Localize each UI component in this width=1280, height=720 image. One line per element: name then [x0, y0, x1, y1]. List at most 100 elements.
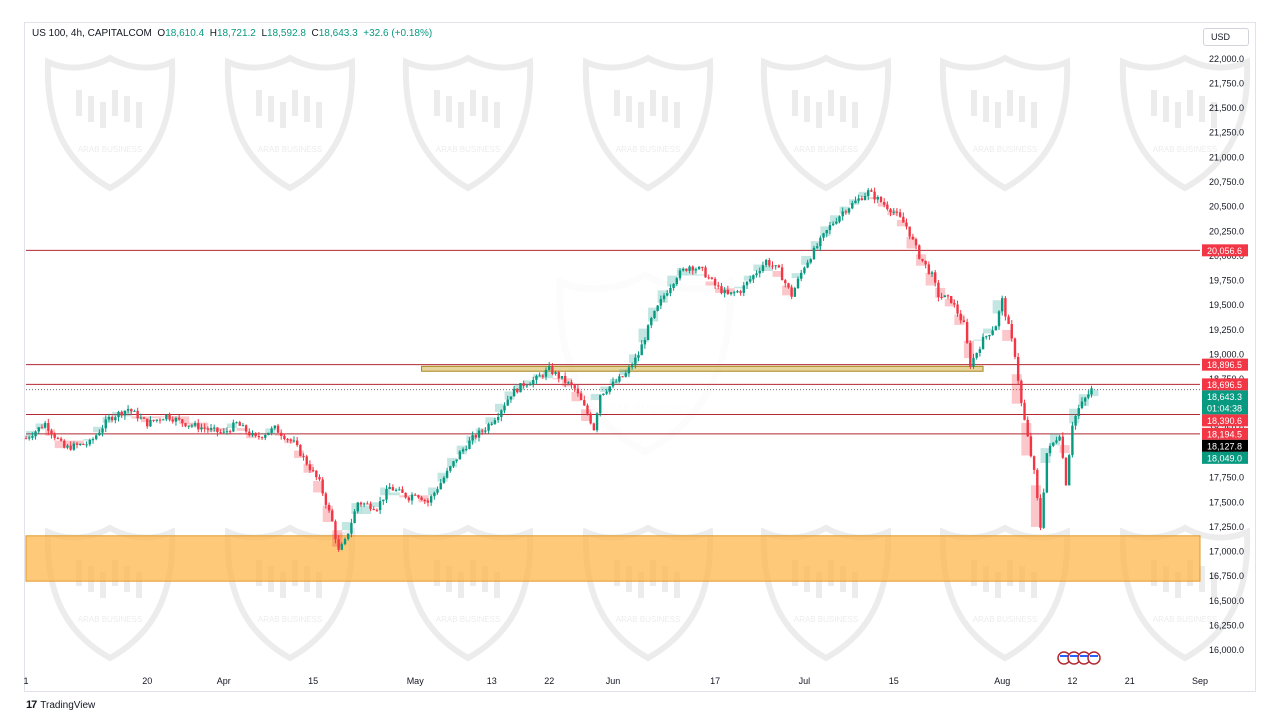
watermark-candle-icon	[482, 96, 488, 122]
candles-layer	[24, 187, 1093, 552]
candle-body	[991, 330, 994, 336]
candle-body	[611, 381, 615, 387]
candle-body	[755, 273, 758, 276]
candle-body	[331, 510, 334, 522]
open-label: O	[157, 28, 166, 39]
trend-cloud-segment	[868, 197, 879, 200]
watermark-text: ARAB BUSINESS	[616, 615, 680, 624]
watermark-shield-outline	[1119, 524, 1251, 662]
candle-body	[726, 289, 730, 295]
watermark-candle-icon	[662, 96, 668, 122]
candle-body	[691, 266, 694, 271]
candle-body	[1045, 453, 1049, 493]
watermark-text: ARAB BUSINESS	[601, 403, 690, 415]
candle-body	[1042, 492, 1045, 528]
candle-body	[254, 432, 257, 436]
candle-body	[895, 211, 899, 213]
candle-body	[570, 382, 573, 386]
trend-cloud-segment	[351, 503, 362, 514]
candle-body	[742, 285, 745, 293]
candle-body	[678, 270, 682, 279]
watermark-candle-icon	[1175, 572, 1181, 598]
candle-body	[404, 492, 407, 498]
watermark-text: ARAB BUSINESS	[436, 615, 500, 624]
candle-body	[391, 487, 395, 491]
watermark-candle-icon	[983, 96, 989, 122]
watermark-text: ARAB BUSINESS	[78, 145, 142, 154]
candle-body	[586, 405, 589, 414]
candle-body	[525, 385, 529, 387]
trend-cloud-segment	[322, 505, 333, 523]
candle-body	[962, 320, 966, 323]
candle-body	[88, 440, 92, 445]
candle-body	[630, 365, 634, 368]
trend-cloud-segment	[265, 428, 276, 435]
candle-body	[752, 275, 755, 280]
watermark-candle-icon	[316, 572, 322, 598]
candle-body	[650, 317, 653, 326]
candle-body	[793, 288, 797, 297]
candle-body	[1064, 457, 1068, 486]
symbol-name[interactable]: US 100, 4h, CAPITALCOM	[32, 28, 152, 39]
candle-body	[863, 195, 867, 201]
tradingview-brand[interactable]: 17 TradingView	[26, 699, 95, 711]
trend-cloud-segment	[255, 433, 266, 435]
candle-body	[946, 295, 950, 297]
watermark-candle-icon	[316, 102, 322, 128]
trend-cloud-segment	[303, 463, 314, 473]
watermark-text: ARAB BUSINESS	[794, 145, 858, 154]
candle-body	[975, 352, 978, 358]
currency-selector[interactable]: USD	[1203, 28, 1249, 46]
trend-cloud-segment	[628, 354, 640, 363]
candle-body	[841, 211, 844, 217]
candle-body	[713, 278, 717, 286]
trend-cloud-segment	[1059, 445, 1070, 454]
candle-body	[1083, 397, 1087, 402]
trend-cloud-segment	[274, 434, 285, 436]
candle-body	[886, 204, 889, 210]
candle-body	[270, 428, 273, 433]
candle-body	[458, 451, 462, 460]
candle-body	[822, 233, 825, 238]
watermark-shield-outline	[224, 54, 356, 192]
candle-body	[110, 416, 114, 421]
candle-body	[481, 430, 484, 432]
candle-body	[547, 366, 551, 370]
trend-cloud-segment	[54, 440, 65, 449]
candle-body	[343, 539, 347, 545]
candle-body	[1052, 442, 1055, 446]
candle-body	[614, 381, 618, 383]
x-axis-tick-label: Jul	[799, 676, 811, 686]
candle-body	[401, 489, 404, 493]
candle-body	[24, 438, 28, 440]
x-axis-tick-label: Apr	[217, 676, 231, 686]
trend-cloud-segment	[73, 440, 84, 445]
candle-body	[382, 499, 385, 502]
trend-cloud-segment	[370, 502, 381, 507]
trend-cloud-segment	[408, 494, 419, 496]
candle-body	[764, 259, 768, 266]
watermark-candle-icon	[840, 96, 846, 122]
candle-body	[707, 277, 710, 279]
price-label-text: 18,049.0	[1207, 453, 1242, 463]
trend-cloud-segment	[198, 422, 209, 430]
trend-cloud-segment	[916, 254, 927, 266]
candle-body	[506, 399, 509, 406]
y-axis-tick-label: 19,000.0	[1209, 349, 1244, 359]
x-axis-tick-label: 21	[1125, 676, 1135, 686]
y-axis-tick-label: 20,750.0	[1209, 177, 1244, 187]
candle-body	[927, 264, 931, 274]
candle-body	[1090, 388, 1093, 395]
trend-cloud-segment	[992, 300, 1003, 314]
trend-cloud-segment	[609, 379, 620, 385]
candle-body	[493, 420, 497, 424]
watermark-candle-icon	[816, 572, 822, 598]
candle-body	[646, 325, 650, 341]
trend-cloud-segment	[1002, 329, 1013, 341]
candle-body	[372, 509, 375, 511]
watermark-candle-icon	[304, 96, 310, 122]
candle-body	[1029, 436, 1033, 457]
candle-body	[675, 278, 679, 284]
candle-body	[187, 425, 190, 427]
